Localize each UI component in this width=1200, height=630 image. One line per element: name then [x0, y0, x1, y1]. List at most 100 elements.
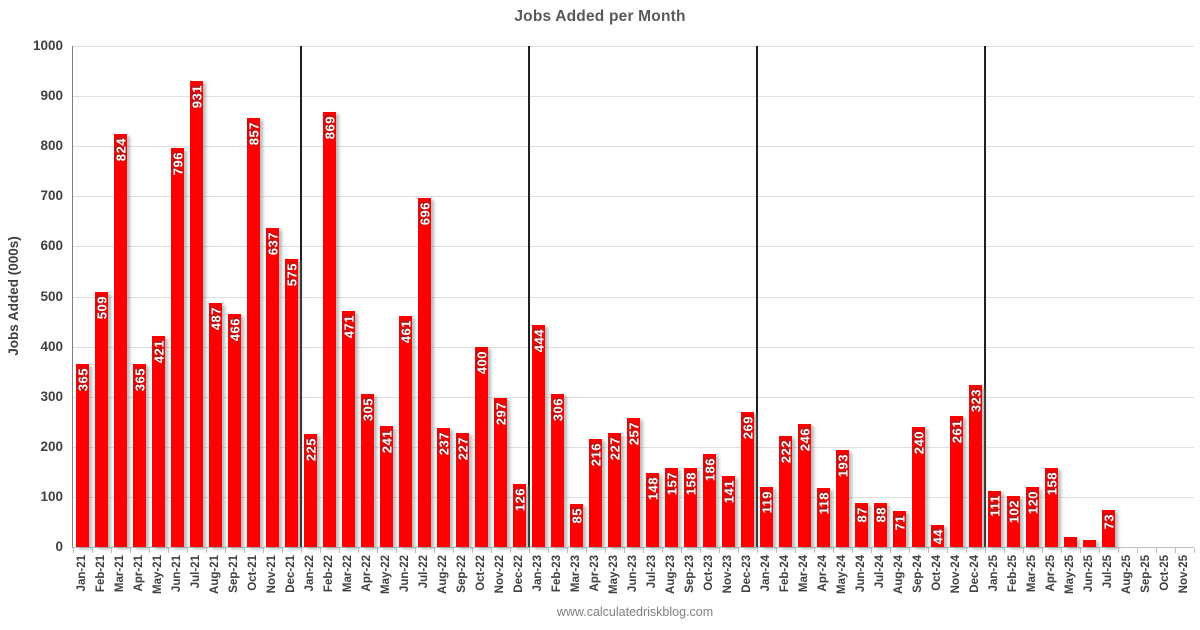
- bar-Apr-21: 365: [132, 364, 147, 547]
- bar-Jan-24: 119: [759, 487, 774, 547]
- x-tick-label: Jul-24: [873, 555, 886, 589]
- bar-value-label: 222: [778, 439, 793, 463]
- bar-value-label: 323: [968, 389, 983, 413]
- bar-Dec-23: 269: [740, 412, 755, 547]
- x-tick-mark: [396, 548, 397, 553]
- x-tick-mark: [966, 548, 967, 553]
- bar-value-label: 421: [151, 340, 166, 364]
- x-tick-label: Feb-21: [94, 555, 107, 593]
- x-tick-mark: [225, 548, 226, 553]
- x-tick-mark: [1042, 548, 1043, 553]
- x-tick-mark: [1156, 548, 1157, 553]
- bar-value-label: 269: [740, 416, 755, 440]
- bar-value-label: 305: [360, 398, 375, 422]
- x-tick-label: Dec-22: [512, 555, 525, 593]
- bar-value-label: 227: [607, 437, 622, 461]
- x-tick-label: Aug-25: [1120, 555, 1133, 594]
- y-tick-label: 800: [40, 138, 63, 154]
- bar-Jan-22: 225: [303, 434, 318, 547]
- gridline-1000: [73, 46, 1194, 47]
- x-tick-label: Nov-25: [1177, 555, 1190, 594]
- x-tick-label: Apr-22: [360, 555, 373, 592]
- x-tick-mark: [320, 548, 321, 553]
- bar-value-label: 216: [588, 442, 603, 466]
- bar-value-label: 241: [379, 430, 394, 454]
- bar-value-label: 246: [797, 427, 812, 451]
- bar-Aug-24: 71: [892, 511, 907, 547]
- bar-Feb-25: 102: [1006, 495, 1021, 547]
- year-separator: [984, 46, 986, 547]
- bar-Oct-21: 857: [246, 117, 261, 547]
- x-tick-label: Nov-21: [265, 555, 278, 594]
- bar-value-label: 158: [1044, 471, 1059, 496]
- bar-Mar-22: 471: [341, 311, 356, 547]
- x-tick-label: Jan-25: [987, 555, 1000, 592]
- x-tick-mark: [434, 548, 435, 553]
- y-tick-label: 200: [40, 438, 63, 454]
- x-tick-mark: [909, 548, 910, 553]
- x-tick-mark: [206, 548, 207, 553]
- bar-Nov-21: 637: [265, 227, 280, 547]
- bar-Apr-24: 118: [816, 487, 831, 547]
- x-tick-mark: [1194, 548, 1195, 553]
- x-tick-label: Sep-23: [683, 555, 696, 593]
- gridline-900: [73, 96, 1194, 98]
- bar-value-label: 85: [569, 508, 584, 524]
- x-tick-label: Oct-24: [930, 555, 943, 591]
- y-tick-label: 100: [40, 488, 63, 504]
- x-tick-mark: [586, 548, 587, 553]
- x-tick-label: Oct-21: [246, 555, 259, 591]
- bar-value-label: 193: [835, 454, 850, 478]
- bar-value-label: 157: [664, 472, 679, 496]
- bar-Feb-21: 509: [94, 292, 109, 547]
- bar-value-label: 186: [702, 457, 717, 482]
- x-tick-label: Mar-23: [569, 555, 582, 593]
- x-tick-mark: [852, 548, 853, 553]
- year-separator: [528, 46, 530, 547]
- bar-value-label: 261: [949, 420, 964, 444]
- bar-May-21: 421: [151, 336, 166, 547]
- x-tick-label: Jan-24: [759, 555, 772, 592]
- x-tick-label: Mar-22: [341, 555, 354, 593]
- x-tick-mark: [890, 548, 891, 553]
- x-tick-label: Nov-24: [949, 555, 962, 594]
- x-tick-label: May-21: [151, 555, 164, 594]
- bar-value-label: 88: [873, 506, 888, 523]
- bar-value-label: 857: [246, 121, 261, 145]
- y-tick-label: 700: [40, 188, 63, 204]
- bar-Aug-22: 237: [436, 428, 451, 547]
- bar-value-label: 466: [227, 317, 242, 341]
- bar-value-label: 158: [683, 471, 698, 496]
- x-tick-mark: [928, 548, 929, 553]
- x-tick-mark: [244, 548, 245, 553]
- x-tick-label: Sep-21: [227, 555, 240, 593]
- bar-value-label: 227: [455, 437, 470, 461]
- bar-Jul-21: 931: [189, 80, 204, 547]
- bar-value-label: 696: [417, 202, 432, 226]
- y-tick-label: 300: [40, 388, 63, 404]
- bar-Dec-21: 575: [284, 258, 299, 547]
- x-tick-mark: [1118, 548, 1119, 553]
- bar-value-label: 824: [113, 138, 128, 162]
- x-tick-mark: [738, 548, 739, 553]
- bar-value-label: 44: [930, 528, 945, 545]
- x-tick-mark: [453, 548, 454, 553]
- bar-Jan-23: 444: [531, 324, 546, 547]
- bar-value-label: 73: [1101, 514, 1116, 530]
- bar-value-label: 257: [626, 422, 641, 446]
- bar-May-24: 193: [835, 450, 850, 547]
- bar-Jan-21: 365: [75, 364, 90, 547]
- bar-May-22: 241: [379, 426, 394, 547]
- x-tick-mark: [130, 548, 131, 553]
- x-tick-label: Nov-23: [721, 555, 734, 594]
- bar-value-label: 487: [208, 307, 223, 331]
- x-tick-mark: [1061, 548, 1062, 553]
- x-tick-label: Dec-23: [740, 555, 753, 593]
- bar-value-label: 126: [512, 487, 527, 512]
- x-tick-mark: [92, 548, 93, 553]
- x-tick-label: Oct-23: [702, 555, 715, 591]
- x-tick-mark: [947, 548, 948, 553]
- y-tick-label: 0: [55, 539, 63, 554]
- x-tick-label: May-25: [1063, 555, 1076, 594]
- x-tick-label: Dec-24: [968, 555, 981, 593]
